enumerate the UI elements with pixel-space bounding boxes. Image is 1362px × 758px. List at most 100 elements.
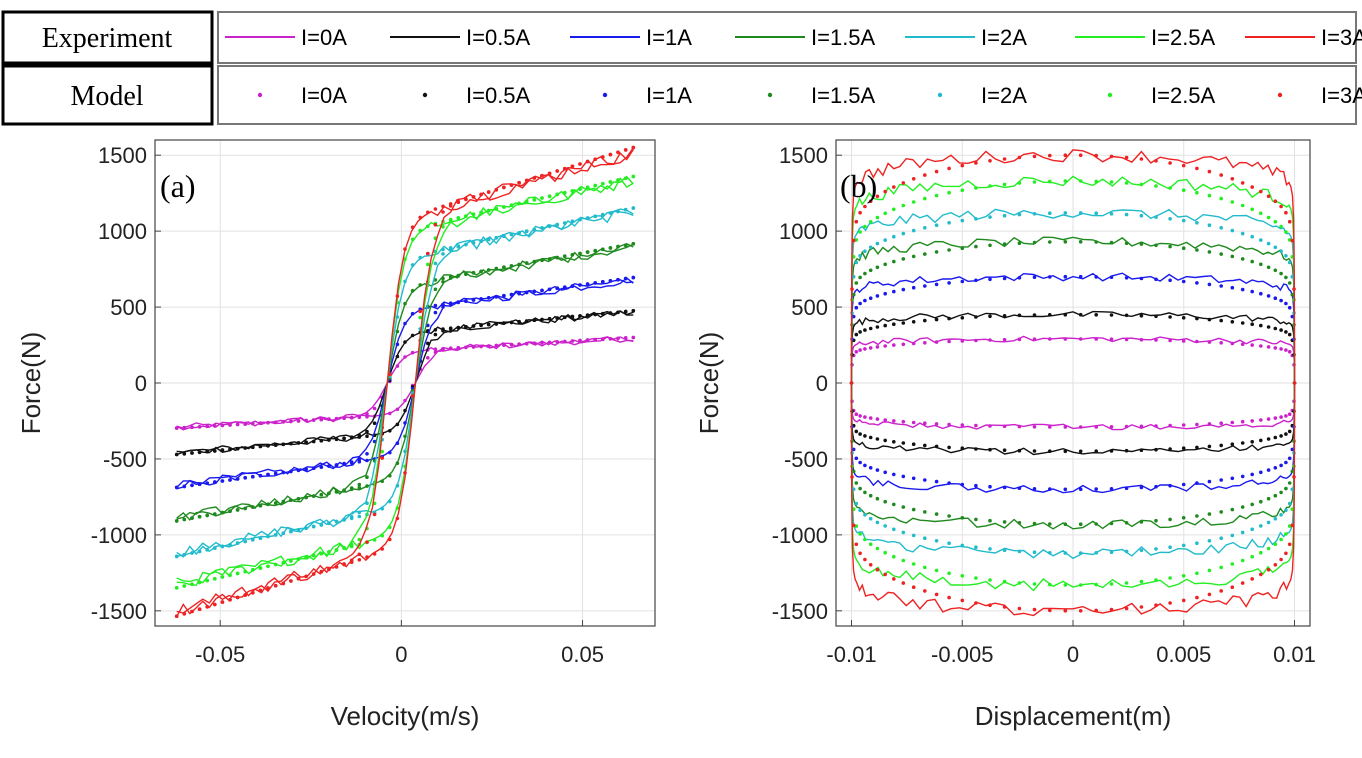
model-dot-b-2-13: [1207, 479, 1212, 484]
model-dot-a-2-46-1: [524, 290, 529, 295]
model-dot-b-3-33: [923, 510, 927, 514]
model-dot-b-3-68: [1078, 240, 1083, 244]
model-dot-a-5-44-1: [509, 203, 514, 207]
model-dot-b-5-41: [858, 532, 862, 536]
model-dot-a-5-47-1: [532, 198, 537, 202]
model-dot-b-0-35: [901, 419, 906, 424]
model-dot-a-0-23-1: [349, 416, 354, 420]
model-dot-a-0-20-1: [327, 417, 331, 422]
model-dot-b-1-48: [854, 332, 859, 337]
model-dot-b-2-61: [974, 278, 978, 283]
model-dot-b-4-61: [974, 217, 978, 221]
model-dot-b-0-34: [911, 420, 916, 425]
model-dot-a-1-47-1: [532, 318, 537, 323]
model-dot-b-4-81: [1250, 234, 1254, 239]
model-dot-a-1-6-1: [220, 448, 225, 452]
model-dot-b-6-71: [1124, 155, 1129, 160]
model-dot-b-0-68: [1078, 337, 1083, 341]
model-dot-b-5-84: [1273, 220, 1278, 224]
model-dot-b-5-13: [1207, 568, 1212, 573]
model-dot-a-6-33-1: [426, 251, 430, 256]
model-dot-b-3-25: [1032, 521, 1037, 526]
model-dot-a-0-34-1: [433, 350, 438, 355]
model-dot-a-6-25-0: [365, 540, 369, 544]
model-dot-a-5-32-1: [418, 315, 423, 320]
model-dot-b-3-8: [1259, 499, 1263, 504]
model-dot-a-2-37-1: [456, 300, 461, 305]
model-dot-a-3-30-1: [403, 434, 407, 439]
model-dot-b-3-54: [892, 259, 896, 264]
model-dot-b-1-3: [1287, 429, 1292, 434]
model-dot-b-5-80: [1240, 203, 1245, 208]
model-dot-b-0-14: [1195, 422, 1199, 427]
model-dot-b-3-62: [988, 243, 992, 248]
model-dot-a-2-49-1: [547, 287, 552, 292]
model-dot-b-3-66: [1048, 240, 1052, 244]
model-dot-b-2-48: [854, 305, 859, 310]
model-dot-a-4-44-1: [509, 232, 514, 237]
model-dot-b-0-3: [1287, 412, 1292, 417]
model-dot-a-5-9-1: [243, 569, 247, 574]
model-dot-a-4-34-1: [433, 261, 438, 266]
model-dot-a-6-8-1: [235, 595, 240, 600]
model-dot-b-5-72: [1139, 182, 1144, 187]
model-dot-a-3-29-0: [395, 329, 400, 334]
model-dot-a-1-20-1: [327, 438, 331, 442]
model-dot-b-5-22: [1078, 583, 1083, 587]
model-dot-b-6-21: [1094, 608, 1098, 613]
model-dot-b-3-23: [1063, 522, 1068, 526]
model-dot-b-2-26: [1017, 486, 1022, 491]
model-dot-a-0-40-1: [479, 344, 483, 349]
model-dot-a-0-56-1: [601, 337, 605, 342]
model-dot-b-6-61: [974, 161, 978, 165]
model-dot-b-5-53: [883, 211, 887, 216]
model-dot-b-6-65: [1032, 154, 1037, 159]
model-dot-b-3-41: [858, 486, 862, 491]
model-dot-a-6-29-0: [395, 294, 400, 298]
model-dot-a-4-7-1: [228, 543, 232, 547]
model-dot-a-5-52-1: [570, 189, 575, 193]
model-dot-b-5-25: [1032, 582, 1037, 586]
model-dot-b-2-67: [1063, 274, 1068, 279]
model-dot-a-5-19-1: [319, 551, 324, 556]
model-dot-a-3-53-1: [578, 251, 582, 256]
model-dot-b-4-36: [892, 527, 896, 532]
model-dot-a-3-5-1: [213, 512, 217, 516]
legend-model-dot-5: [1107, 92, 1113, 98]
model-dot-a-6-21-1: [334, 565, 339, 569]
model-dot-b-0-41: [858, 414, 862, 418]
model-dot-b-6-80: [1240, 181, 1245, 185]
model-dot-a-6-6-1: [220, 600, 225, 604]
model-dot-b-6-13: [1207, 592, 1212, 597]
model-dots-a-4: [174, 206, 636, 559]
model-dot-a-2-1-1: [182, 484, 187, 489]
model-dot-a-5-17-1: [304, 555, 308, 560]
model-dot-a-0-12-1: [266, 420, 270, 425]
model-dot-b-1-19: [1124, 448, 1129, 453]
model-dot-b-2-2: [1290, 447, 1295, 452]
model-dot-b-3-49: [858, 275, 862, 280]
model-dot-a-4-5-1: [213, 546, 217, 550]
model-dot-b-5-2: [1290, 507, 1295, 512]
model-dot-b-0-10: [1240, 419, 1245, 424]
x-tick-label-b-4: 0.01: [1273, 642, 1316, 667]
model-dot-b-0-18: [1139, 424, 1144, 429]
model-dot-a-3-41-1: [486, 268, 491, 272]
y-tick-label-a-5: 1000: [98, 219, 147, 244]
model-dot-a-6-22-1: [342, 562, 346, 567]
model-dot-b-6-69: [1094, 153, 1098, 158]
model-dot-b-4-64: [1017, 212, 1022, 217]
model-dot-a-0-43-1: [502, 343, 506, 347]
model-dot-b-1-5: [1279, 434, 1283, 438]
model-dot-b-1-60: [960, 316, 965, 320]
model-dot-b-6-83: [1266, 194, 1271, 199]
model-dot-a-5-60-1: [631, 174, 636, 179]
model-dot-b-0-8: [1259, 418, 1263, 422]
model-dot-b-3-43: [851, 469, 856, 474]
model-dot-b-2-32: [934, 479, 939, 484]
model-dot-a-6-19-1: [319, 569, 324, 574]
model-dot-b-5-5: [1279, 537, 1283, 542]
model-dot-b-5-43: [851, 507, 856, 512]
model-dot-a-0-25-0: [365, 412, 369, 416]
model-dot-b-0-4: [1284, 414, 1288, 418]
